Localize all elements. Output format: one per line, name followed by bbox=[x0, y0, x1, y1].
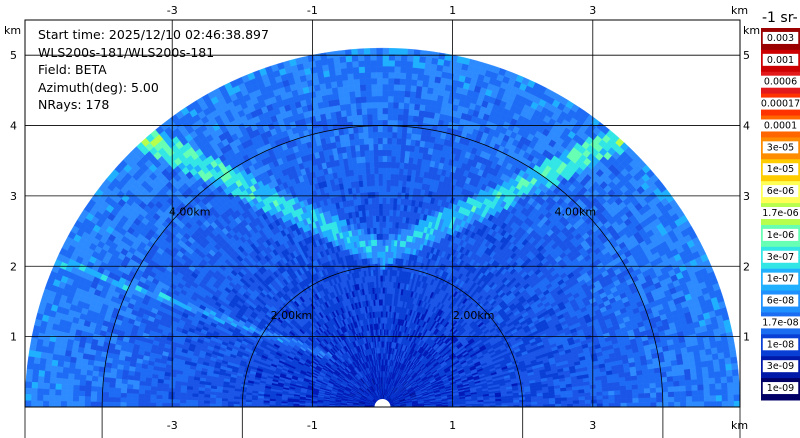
x-tick-label: -1 bbox=[307, 4, 318, 17]
scan-info: Start time: 2025/12/10 02:46:38.897 WLS2… bbox=[38, 26, 269, 114]
range-ring-label: 2.00km bbox=[453, 309, 495, 322]
colorbar: 0.003 0.001 0.0006 0.00017 0.0001 3e-05 1e-05 6… bbox=[756, 28, 800, 401]
colorbar-label-bg bbox=[762, 228, 799, 241]
x-tick-label: -3 bbox=[167, 419, 178, 432]
colorbar-label-bg bbox=[759, 75, 800, 88]
colorbar-label-bg bbox=[762, 294, 799, 307]
axis-unit-label: km bbox=[4, 24, 21, 37]
origin-notch bbox=[374, 399, 391, 407]
axis-unit-label: km bbox=[731, 4, 748, 17]
range-ring-label: 2.00km bbox=[271, 309, 313, 322]
colorbar-label-bg bbox=[756, 97, 800, 110]
grid: 2.00km 2.00km 4.00km 4.00km bbox=[24, 19, 741, 438]
y-tick-label: 3 bbox=[10, 190, 17, 203]
y-tick-label: 5 bbox=[743, 49, 750, 62]
x-tick-label: 1 bbox=[449, 419, 456, 432]
start-time-text: Start time: 2025/12/10 02:46:38.897 bbox=[38, 27, 269, 42]
y-tick-label: 3 bbox=[743, 190, 750, 203]
colorbar-tick-label: 3e-09 bbox=[767, 361, 794, 372]
y-tick-label: 4 bbox=[10, 120, 17, 133]
y-tick-label: 2 bbox=[743, 260, 750, 273]
range-ring bbox=[101, 125, 664, 408]
instrument-text: WLS200s-181/WLS200s-181 bbox=[38, 44, 215, 60]
colorbar-label-bg bbox=[756, 316, 800, 329]
colorbar-tick-label: 3e-05 bbox=[767, 142, 794, 153]
colorbar-tick-label: 0.001 bbox=[767, 55, 794, 66]
colorbar-tick-label: 1e-09 bbox=[767, 383, 794, 394]
colorbar-tick-label: 1.7e-08 bbox=[762, 317, 798, 328]
x-tick-label: -1 bbox=[307, 419, 318, 432]
colorbar-tick-label: 1e-08 bbox=[767, 339, 794, 350]
colorbar-tick-label: 0.0006 bbox=[764, 77, 797, 88]
y-tick-label: 2 bbox=[10, 260, 17, 273]
colorbar-tick-label: 6e-06 bbox=[767, 186, 794, 197]
colorbar-title: -1 sr- bbox=[762, 10, 798, 26]
colorbar-tick-label: 1e-07 bbox=[767, 274, 794, 285]
colorbar-tick-label: 1.7e-06 bbox=[762, 208, 798, 219]
plot-frame bbox=[24, 19, 741, 408]
colorbar-tick-label: 3e-07 bbox=[767, 252, 794, 263]
y-tick-label: 5 bbox=[10, 49, 17, 62]
colorbar-label-bg bbox=[762, 31, 799, 44]
colorbar-label-bg bbox=[762, 338, 799, 351]
colorbar-label-bg bbox=[762, 163, 799, 176]
beta-field-heatmap bbox=[25, 47, 740, 407]
x-tick-label: 1 bbox=[449, 4, 456, 17]
x-tick-label: 3 bbox=[589, 4, 596, 17]
nrays-text: NRays: 178 bbox=[38, 97, 110, 112]
range-ring bbox=[241, 265, 524, 408]
y-tick-label: 1 bbox=[10, 331, 17, 344]
colorbar-tick-label: 6e-08 bbox=[767, 296, 794, 307]
axis-unit-label: km bbox=[731, 419, 748, 432]
colorbar-tick-label: 0.00017 bbox=[761, 99, 800, 110]
azimuth-text: Azimuth(deg): 5.00 bbox=[38, 79, 159, 95]
colorbar-label-bg bbox=[762, 360, 799, 373]
colorbar-tick-label: 1e-06 bbox=[767, 230, 794, 241]
colorbar-label-bg bbox=[762, 185, 799, 198]
colorbar-label-bg bbox=[759, 119, 800, 132]
range-ring-label: 4.00km bbox=[554, 206, 596, 219]
colorbar-tick-label: 1e-05 bbox=[767, 164, 794, 175]
field-text: Field: BETA bbox=[38, 62, 107, 77]
colorbar-label-bg bbox=[762, 141, 799, 154]
x-tick-label: 3 bbox=[589, 419, 596, 432]
colorbar-label-bg bbox=[762, 382, 799, 395]
y-tick-label: 4 bbox=[743, 120, 750, 133]
range-ring-label: 4.00km bbox=[169, 206, 211, 219]
colorbar-label-bg bbox=[762, 53, 799, 66]
axis-unit-label: km bbox=[743, 24, 760, 37]
colorbar-tick-label: 0.003 bbox=[767, 33, 794, 44]
y-tick-label: 1 bbox=[743, 331, 750, 344]
tick-labels: -3 -3 -1 -1 1 1 3 3 1 1 2 2 3 3 4 4 5 5 km km km km bbox=[4, 4, 760, 432]
field-wedges bbox=[25, 47, 740, 407]
colorbar-label-bg bbox=[762, 272, 799, 285]
colorbar-label-bg bbox=[762, 250, 799, 263]
colorbar-tick-label: 0.0001 bbox=[764, 120, 797, 131]
x-tick-label: -3 bbox=[167, 4, 178, 17]
colorbar-label-bg bbox=[756, 207, 800, 219]
